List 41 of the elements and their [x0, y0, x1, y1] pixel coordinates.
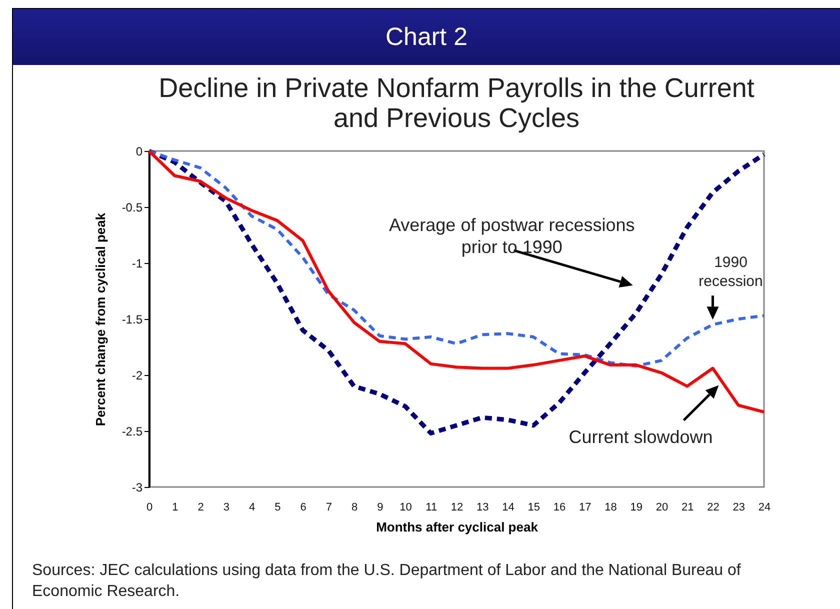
x-tick-label: 10	[400, 502, 412, 514]
x-tick-label: 19	[630, 502, 642, 514]
x-tick-label: 14	[502, 502, 514, 514]
x-tick-label: 21	[682, 502, 694, 514]
x-tick-label: 3	[223, 502, 230, 514]
x-tick-label: 13	[476, 502, 489, 514]
y-tick-label: -0.5	[122, 200, 143, 214]
x-tick-label: 23	[732, 502, 745, 514]
x-tick-label: 11	[426, 502, 438, 514]
x-tick-label: 22	[707, 502, 720, 514]
y-tick-label: -1	[132, 256, 143, 270]
x-tick-label: 6	[300, 502, 306, 514]
series-label: Average of postwar recessions prior to 1990	[388, 214, 636, 258]
x-tick-label: 15	[528, 502, 540, 514]
x-tick-label: 12	[450, 502, 464, 514]
x-tick-label: 8	[351, 502, 358, 514]
x-tick-label: 4	[248, 502, 256, 514]
x-tick-label: 9	[377, 502, 384, 514]
x-tick-label: 17	[579, 502, 592, 514]
y-tick-label: -1.5	[122, 312, 143, 326]
series-label: Current slowdown	[568, 426, 714, 448]
y-tick-label: -2	[132, 368, 143, 382]
y-axis-title: Percent change from cyclical peak	[92, 212, 108, 426]
y-tick-label: 0	[136, 144, 143, 158]
x-axis-title: Months after cyclical peak	[376, 520, 539, 534]
y-tick-label: -2.5	[122, 424, 143, 438]
x-tick-label: 5	[274, 502, 281, 514]
chart-title: Chart 2	[13, 9, 840, 65]
x-tick-label: 16	[553, 502, 566, 514]
x-tick-label: 2	[198, 502, 204, 514]
x-tick-label: 7	[326, 502, 332, 514]
x-tick-label: 1	[172, 502, 178, 514]
source-note: Sources: JEC calculations using data from the U.S. Department of Labor and the National Bureau of Economic Research.	[32, 561, 742, 602]
line-series	[148, 150, 766, 368]
x-tick-label: 24	[758, 502, 771, 514]
x-tick-label: 20	[656, 502, 668, 514]
y-tick-label: -3	[132, 480, 143, 494]
series-label: 1990 recession	[698, 252, 764, 291]
x-tick-label: 18	[604, 502, 617, 514]
chart-subtitle: Decline in Private Nonfarm Payrolls in the Current and Previous Cycles	[158, 73, 755, 133]
x-tick-label: 0	[146, 502, 153, 514]
